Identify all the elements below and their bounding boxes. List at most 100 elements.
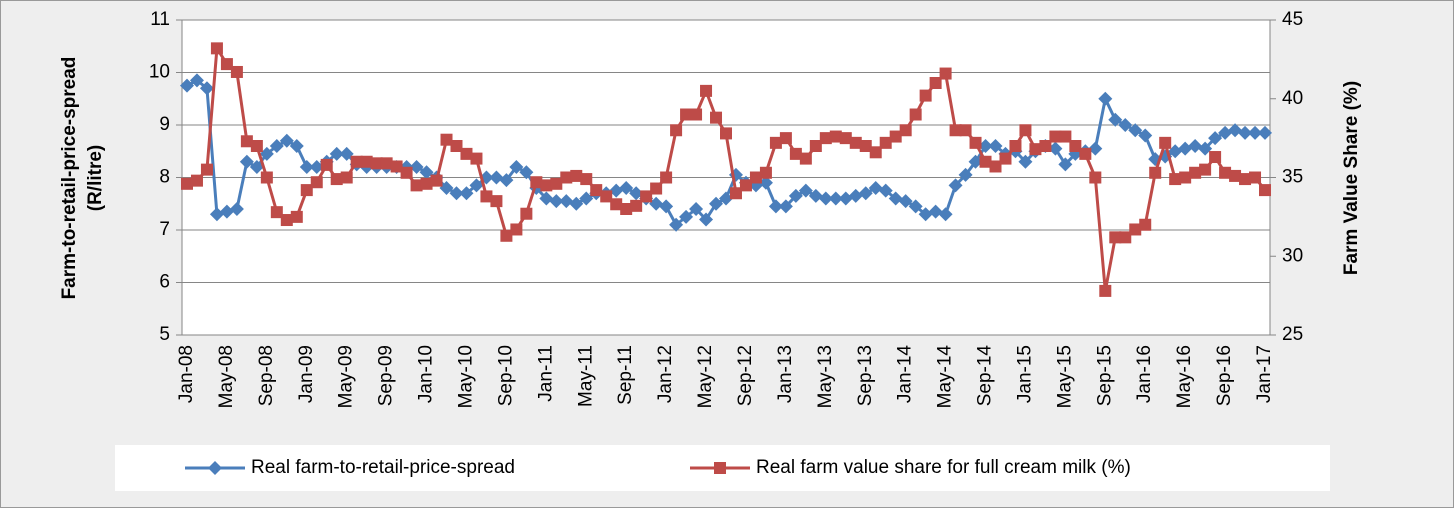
x-tick-label: Sep-15 xyxy=(1094,345,1115,406)
data-point xyxy=(430,174,443,187)
data-point xyxy=(1128,123,1143,138)
data-point xyxy=(768,199,783,214)
data-point xyxy=(230,65,243,78)
data-point xyxy=(958,167,973,182)
data-point xyxy=(989,160,1002,173)
data-point xyxy=(189,73,204,88)
data-point xyxy=(539,191,554,206)
data-point xyxy=(779,132,792,145)
y2-tick-label: 40 xyxy=(1282,88,1303,109)
data-point xyxy=(620,203,633,215)
legend-label: Real farm value share for full cream mil… xyxy=(756,457,1131,478)
data-point xyxy=(1189,166,1202,179)
data-point xyxy=(179,78,194,93)
data-point xyxy=(690,108,703,121)
data-point xyxy=(889,130,902,143)
data-point xyxy=(829,130,842,143)
data-point xyxy=(609,183,624,198)
data-point xyxy=(229,202,244,216)
data-point xyxy=(710,111,723,124)
data-point xyxy=(649,196,664,211)
data-point xyxy=(939,67,952,80)
data-point xyxy=(600,190,613,203)
data-point xyxy=(660,171,673,184)
data-point xyxy=(309,160,324,174)
data-point xyxy=(480,190,493,203)
data-point xyxy=(419,165,434,180)
data-point xyxy=(1199,163,1212,176)
data-point xyxy=(209,207,224,222)
y2-axis-title: Farm Value Share (%) xyxy=(1341,81,1362,275)
data-point xyxy=(720,127,732,140)
y-axis-title: (R/litre) xyxy=(85,145,106,212)
x-tick-label: Jan-13 xyxy=(775,345,796,403)
data-point xyxy=(570,169,583,182)
data-point xyxy=(949,124,962,137)
data-point xyxy=(968,154,983,169)
data-point xyxy=(490,195,503,208)
data-point xyxy=(269,139,284,153)
data-point xyxy=(1119,231,1132,244)
data-point xyxy=(670,124,683,137)
data-point xyxy=(1159,136,1172,149)
x-tick-label: Jan-10 xyxy=(416,345,437,403)
data-point xyxy=(370,157,383,170)
data-point xyxy=(350,155,363,168)
data-point xyxy=(839,132,852,145)
x-tick-label: Jan-16 xyxy=(1134,345,1155,403)
data-point xyxy=(1019,124,1032,137)
x-tick-label: May-08 xyxy=(216,345,237,408)
data-point xyxy=(680,108,693,121)
data-point xyxy=(459,186,474,201)
x-tick-label: May-10 xyxy=(455,345,476,408)
data-point xyxy=(540,179,553,192)
data-point xyxy=(1129,223,1142,236)
data-point xyxy=(1208,131,1223,146)
data-point xyxy=(898,194,913,209)
data-point xyxy=(909,108,922,121)
data-point xyxy=(559,194,574,209)
x-tick-label: Jan-17 xyxy=(1254,345,1275,403)
data-point xyxy=(499,173,514,188)
data-point xyxy=(1178,141,1193,156)
data-point xyxy=(700,84,713,97)
data-point xyxy=(380,157,393,170)
data-point xyxy=(808,188,823,203)
data-point xyxy=(289,139,304,153)
legend-label: Real farm-to-retail-price-spread xyxy=(251,457,515,478)
data-point xyxy=(759,166,772,179)
y2-tick-label: 30 xyxy=(1282,245,1303,266)
y-tick-label: 9 xyxy=(159,114,170,135)
data-point xyxy=(280,214,293,227)
x-tick-label: Sep-09 xyxy=(376,345,397,406)
y-tick-label: 8 xyxy=(159,167,170,188)
data-point xyxy=(1049,130,1062,143)
data-point xyxy=(180,177,193,190)
data-point xyxy=(630,199,643,212)
data-point xyxy=(1169,173,1182,186)
data-point xyxy=(520,207,533,220)
data-point xyxy=(819,132,832,145)
data-point xyxy=(1099,284,1112,297)
data-point xyxy=(1058,157,1073,172)
y2-tick-label: 25 xyxy=(1282,324,1303,345)
x-tick-label: May-13 xyxy=(815,345,836,408)
data-point xyxy=(1229,169,1242,182)
data-point xyxy=(848,188,863,203)
data-point xyxy=(250,140,263,152)
data-point xyxy=(1259,184,1272,197)
data-point xyxy=(549,194,564,209)
data-point xyxy=(899,124,912,137)
x-tick-label: Jan-08 xyxy=(176,345,197,403)
x-tick-label: May-15 xyxy=(1054,345,1075,408)
x-tick-label: Sep-10 xyxy=(495,345,516,406)
data-point xyxy=(249,160,264,174)
data-point xyxy=(450,140,463,152)
data-point xyxy=(279,133,294,148)
data-point xyxy=(879,136,892,149)
data-point xyxy=(1228,123,1243,138)
y-tick-label: 5 xyxy=(159,324,170,345)
data-point xyxy=(928,204,943,219)
data-point xyxy=(809,140,822,152)
